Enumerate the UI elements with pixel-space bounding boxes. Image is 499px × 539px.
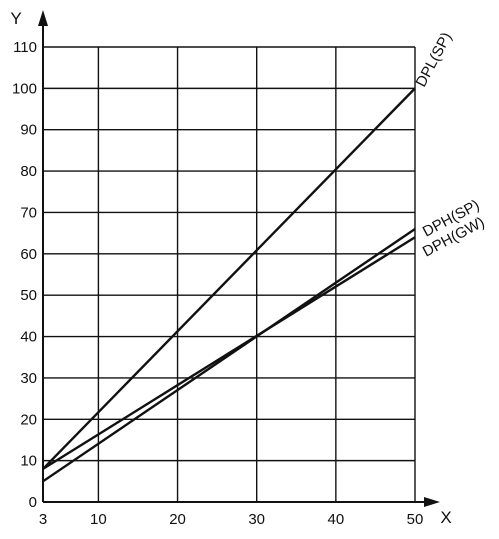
y-tick-label: 80 <box>20 163 37 180</box>
x-tick-label: 30 <box>248 511 265 528</box>
x-tick-label: 50 <box>407 511 424 528</box>
y-tick-label: 100 <box>12 80 37 97</box>
y-tick-label: 10 <box>20 453 37 470</box>
x-tick-label: 20 <box>169 511 186 528</box>
y-tick-label: 70 <box>20 204 37 221</box>
labels: 0 10 20 30 40 50 60 70 80 90 100 110 3 10 20 30 40 50 Y X DP… <box>10 9 487 528</box>
y-axis-label: Y <box>10 9 21 28</box>
y-tick-label: 90 <box>20 122 37 139</box>
series-label-0: DPL(SP) <box>413 30 456 90</box>
y-tick-label: 50 <box>20 287 37 304</box>
axes <box>38 10 440 507</box>
x-axis-arrow <box>424 497 440 507</box>
x-axis-label: X <box>440 508 451 527</box>
series-line-1 <box>42 228 416 483</box>
y-tick-label: 60 <box>20 246 37 263</box>
y-tick-label: 20 <box>20 411 37 428</box>
y-tick-label: 30 <box>20 370 37 387</box>
x-tick-label: 3 <box>39 511 47 528</box>
y-tick-label: 40 <box>20 329 37 346</box>
series-line-0 <box>42 87 416 470</box>
x-tick-label: 40 <box>328 511 345 528</box>
y-axis-arrow <box>38 10 48 26</box>
series-lines <box>42 87 416 483</box>
y-tick-label: 110 <box>13 39 37 56</box>
grid <box>43 46 416 502</box>
y-tick-label: 0 <box>29 494 37 511</box>
series-line-2 <box>42 236 416 470</box>
x-tick-label: 10 <box>90 511 107 528</box>
